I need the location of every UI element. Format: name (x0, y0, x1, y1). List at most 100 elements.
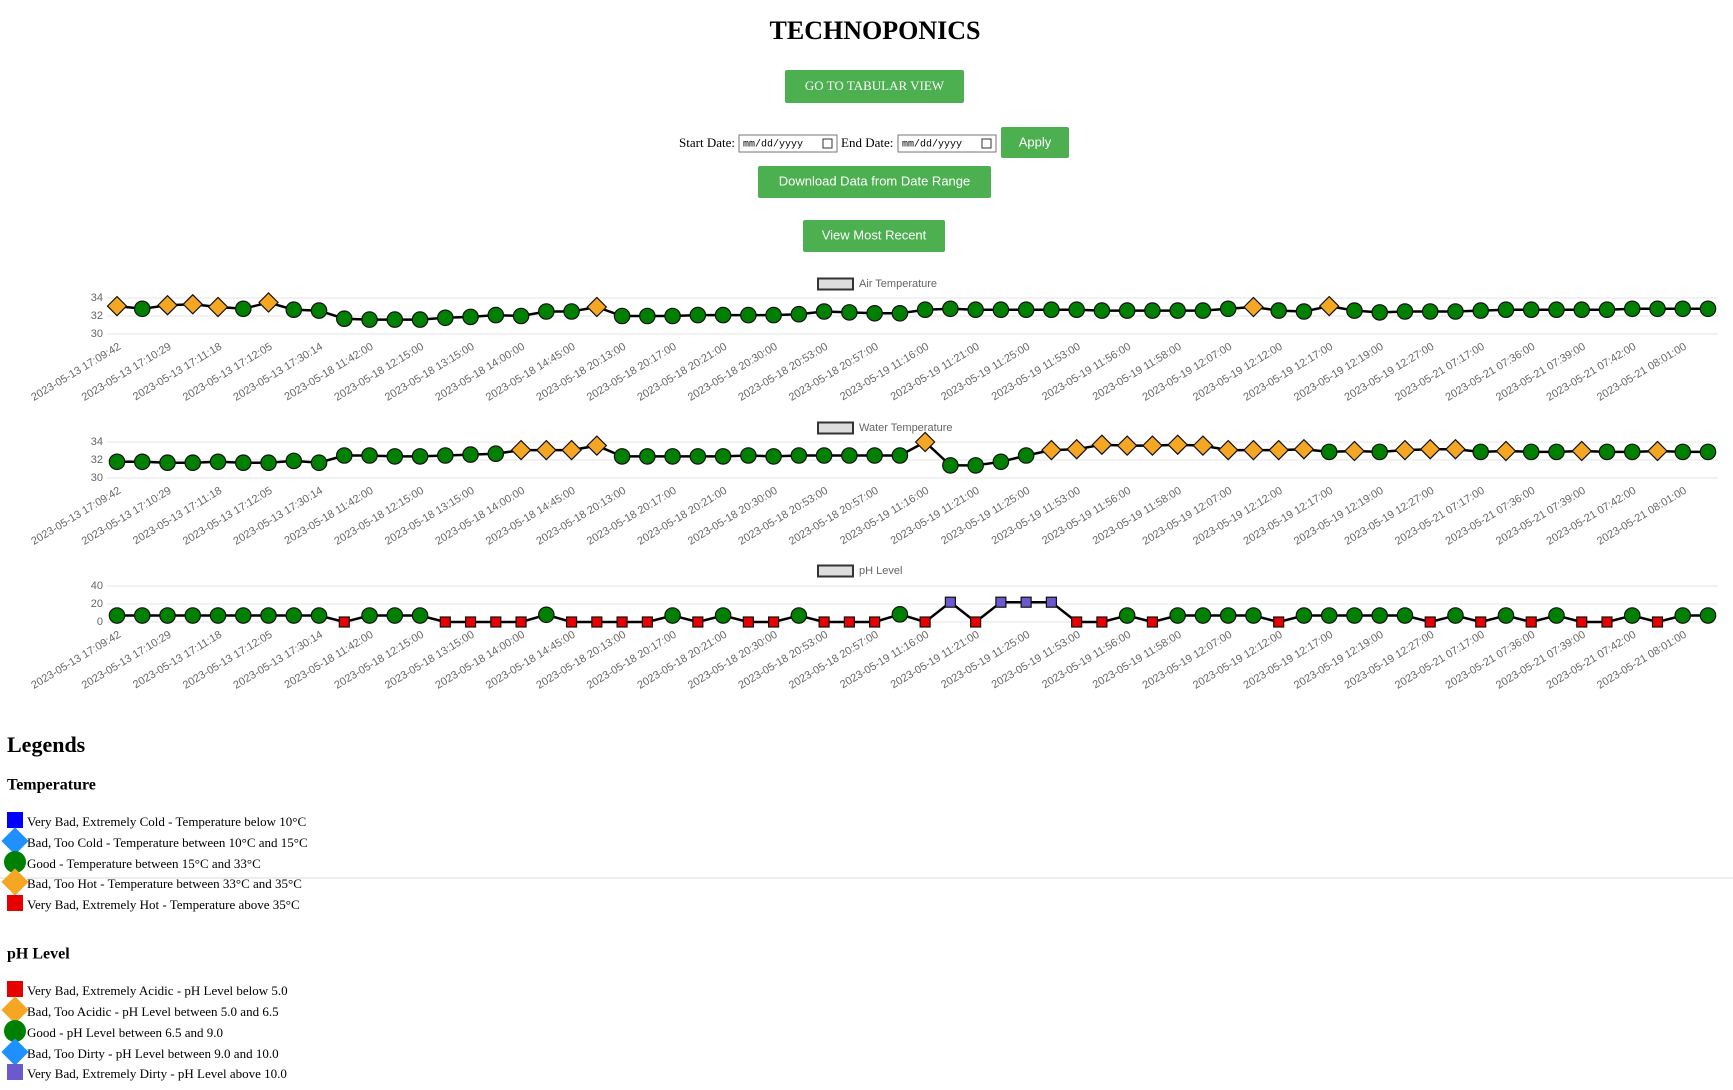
data-point (616, 616, 628, 628)
button-bg[interactable] (785, 70, 964, 103)
x-tick-label: 2023-05-18 13:15:00 (383, 485, 477, 548)
data-point (790, 607, 808, 624)
button-label[interactable]: Download Data from Date Range (779, 173, 971, 188)
data-point (714, 607, 732, 624)
x-tick-label: 2023-05-18 20:17:00 (585, 629, 679, 692)
x-tick-label: 2023-05-18 20:57:00 (787, 341, 881, 404)
x-tick-label: 2023-05-18 20:17:00 (585, 485, 679, 548)
x-tick-label: 2023-05-13 17:10:29 (80, 485, 174, 548)
x-tick-label: 2023-05-19 11:58:00 (1091, 341, 1184, 403)
data-point (1623, 443, 1641, 461)
data-point (108, 453, 126, 471)
data-point (209, 453, 227, 471)
data-point (586, 435, 608, 456)
data-point (464, 616, 477, 628)
x-tick-label: 2023-05-13 17:09:42 (29, 485, 123, 548)
data-point (841, 447, 858, 464)
end-date-input[interactable]: mm/dd/yyyy (897, 134, 997, 153)
data-point (815, 447, 833, 464)
x-tick-label: 2023-05-19 11:53:00 (990, 485, 1083, 547)
data-point (1525, 616, 1537, 628)
data-point (1699, 443, 1717, 461)
x-tick-label: 2023-05-13 17:30:14 (231, 629, 325, 692)
data-point (1169, 607, 1186, 624)
data-point (1217, 439, 1239, 461)
data-point (538, 606, 555, 624)
input-box[interactable] (738, 134, 838, 153)
data-point (841, 304, 858, 321)
legend-item-label: Bad, Too Dirty - pH Level between 9.0 an… (27, 1046, 279, 1061)
legend-icon (7, 895, 23, 911)
legend-group-title: Temperature (7, 777, 96, 794)
x-tick-label: 2023-05-19 11:25:00 (939, 629, 1032, 691)
legend-swatch (817, 421, 854, 435)
data-point (1146, 616, 1159, 628)
download-button[interactable]: Download Data from Date Range (758, 166, 991, 198)
x-tick-label: 2023-05-19 11:53:00 (990, 341, 1083, 403)
data-point (967, 301, 984, 318)
data-point (1219, 300, 1237, 318)
x-tick-label: 2023-05-19 11:56:00 (1040, 341, 1133, 403)
x-tick-label: 2023-05-18 20:53:00 (736, 341, 830, 404)
x-tick-label: 2023-05-21 07:39:00 (1494, 485, 1588, 548)
x-tick-label: 2023-05-18 20:57:00 (787, 629, 881, 692)
legend-icon (4, 1020, 26, 1042)
data-point (1268, 439, 1290, 461)
data-point (234, 454, 252, 471)
data-point (664, 607, 681, 624)
start-date-input[interactable]: mm/dd/yyyy (738, 134, 838, 153)
x-tick-label: 2023-05-19 11:56:00 (1040, 629, 1133, 691)
tabular-button[interactable]: GO TO TABULAR VIEW (785, 70, 964, 103)
button-label[interactable]: Apply (1019, 134, 1052, 149)
data-point (462, 446, 479, 463)
data-point (234, 300, 252, 318)
x-tick-label: 2023-05-13 17:12:05 (181, 341, 275, 404)
data-point (1447, 607, 1464, 624)
data-point (1371, 607, 1388, 624)
input-placeholder[interactable]: mm/dd/yyyy (743, 139, 803, 151)
legend-label: pH Level (859, 565, 902, 577)
data-point (639, 307, 656, 325)
data-point (234, 607, 252, 624)
button-bg[interactable] (803, 220, 945, 252)
data-point (1295, 303, 1313, 320)
data-point (1320, 443, 1338, 461)
data-point (1068, 301, 1085, 318)
x-tick-label: 2023-05-21 07:36:00 (1444, 485, 1538, 548)
data-point (1445, 438, 1466, 460)
input-box[interactable] (897, 134, 997, 153)
input-placeholder[interactable]: mm/dd/yyyy (902, 139, 962, 151)
data-point (891, 304, 909, 322)
x-tick-label: 2023-05-18 11:42:00 (283, 485, 376, 547)
data-point (1118, 302, 1136, 319)
data-point (714, 448, 732, 465)
data-point (133, 300, 151, 318)
button-label[interactable]: View Most Recent (822, 227, 927, 242)
x-tick-label: 2023-05-18 14:00:00 (433, 485, 527, 548)
legend-icon (7, 1064, 23, 1080)
x-tick-label: 2023-05-18 20:53:00 (736, 485, 830, 548)
apply-button[interactable]: Apply (1001, 127, 1069, 158)
button-bg[interactable] (1001, 127, 1069, 158)
calendar-icon[interactable] (981, 138, 992, 149)
data-point (944, 596, 956, 608)
data-point (664, 448, 681, 465)
data-point (1243, 296, 1264, 318)
data-point (1548, 301, 1565, 318)
x-tick-label: 2023-05-19 12:07:00 (1140, 485, 1234, 548)
calendar-icon[interactable] (822, 138, 833, 149)
data-point (510, 439, 532, 461)
recent-button[interactable]: View Most Recent (803, 220, 945, 252)
button-label[interactable]: GO TO TABULAR VIEW (805, 78, 945, 93)
data-point (1598, 301, 1616, 318)
legend-icon (1, 827, 29, 855)
data-point (1623, 300, 1641, 318)
data-point (1396, 303, 1414, 320)
button-bg[interactable] (758, 166, 991, 198)
data-point (133, 607, 151, 624)
data-point (258, 292, 279, 313)
data-point (1598, 443, 1616, 461)
data-point (891, 447, 909, 464)
x-tick-label: 2023-05-19 11:58:00 (1091, 629, 1184, 691)
